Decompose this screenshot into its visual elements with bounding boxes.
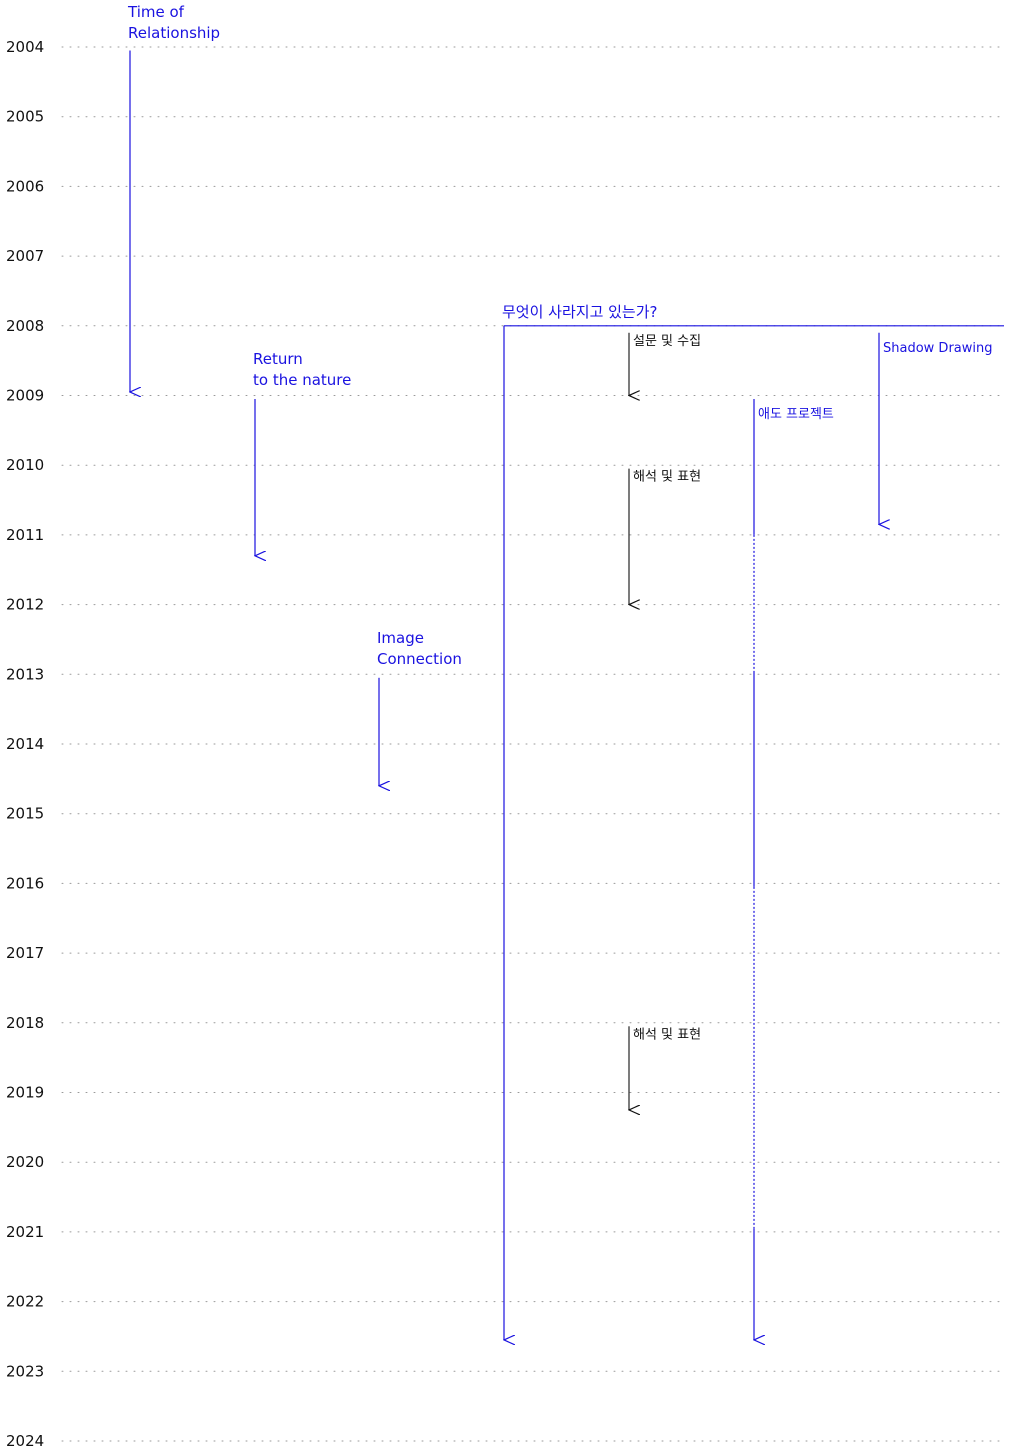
aedo-project-label: 애도 프로젝트 [758, 407, 834, 422]
year-label: 2019 [6, 1084, 44, 1102]
project-labels: Time of Relationship Return to the nature Im… [127, 3, 992, 1042]
year-label: 2017 [6, 944, 44, 962]
year-label: 2015 [6, 805, 44, 823]
year-label: 2020 [6, 1153, 44, 1171]
year-label: 2006 [6, 177, 44, 195]
time-of-relationship-label: Time of [127, 3, 185, 21]
year-label: 2024 [6, 1432, 44, 1450]
year-label: 2009 [6, 387, 44, 405]
year-label: 2007 [6, 247, 44, 265]
year-label: 2008 [6, 317, 44, 335]
year-label: 2014 [6, 735, 44, 753]
year-label: 2016 [6, 874, 44, 892]
year-label: 2004 [6, 38, 44, 56]
shadow-drawing-label: Shadow Drawing [883, 341, 992, 356]
sub-step-label: 설문 및 수집 [633, 334, 701, 349]
year-label: 2012 [6, 596, 44, 614]
what-is-disappearing-group [504, 325, 1004, 1340]
time-of-relationship-label: Relationship [128, 24, 220, 42]
year-label: 2011 [6, 526, 44, 544]
sub-step-label: 해석 및 표현 [633, 470, 701, 485]
year-grid: 2004 2005 2006 2007 2008 2009 2010 2011 2012 2013… [6, 38, 1006, 1450]
return-to-the-nature-label: to the nature [253, 371, 351, 389]
sub-step-label: 해석 및 표현 [633, 1027, 701, 1042]
year-label: 2023 [6, 1362, 44, 1380]
year-label: 2018 [6, 1014, 44, 1032]
year-label: 2005 [6, 108, 44, 126]
image-connection-label: Connection [377, 650, 462, 668]
year-label: 2021 [6, 1223, 44, 1241]
year-label: 2010 [6, 456, 44, 474]
year-label: 2022 [6, 1293, 44, 1311]
year-label: 2013 [6, 665, 44, 683]
what-is-disappearing-label: 무엇이 사라지고 있는가? [502, 303, 658, 321]
image-connection-label: Image [377, 629, 424, 647]
return-to-the-nature-label: Return [253, 350, 303, 368]
project-arrows [130, 50, 1004, 1339]
